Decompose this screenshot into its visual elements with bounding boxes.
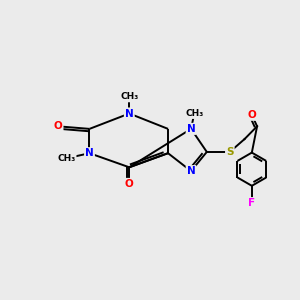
Text: N: N	[85, 148, 94, 158]
Text: O: O	[54, 121, 62, 131]
Text: CH₃: CH₃	[57, 154, 76, 163]
Text: F: F	[248, 198, 255, 208]
Text: N: N	[187, 124, 196, 134]
Text: N: N	[125, 109, 134, 118]
Text: CH₃: CH₃	[185, 109, 203, 118]
Text: S: S	[226, 147, 234, 157]
Text: O: O	[248, 110, 256, 120]
Text: CH₃: CH₃	[120, 92, 138, 101]
Text: O: O	[125, 179, 134, 189]
Text: N: N	[187, 166, 196, 176]
